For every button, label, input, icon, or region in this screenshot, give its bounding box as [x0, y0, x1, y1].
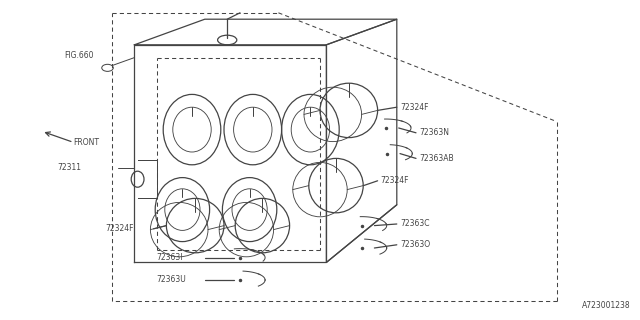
Text: FIG.660: FIG.660: [64, 52, 93, 60]
Text: 72363I: 72363I: [157, 253, 183, 262]
Text: 72363U: 72363U: [157, 276, 186, 284]
Text: 72324F: 72324F: [400, 103, 429, 112]
Text: 72363N: 72363N: [419, 128, 449, 137]
Text: FRONT: FRONT: [74, 138, 100, 147]
Text: A723001238: A723001238: [582, 301, 630, 310]
Text: 72363AB: 72363AB: [419, 154, 454, 163]
Text: 72324F: 72324F: [381, 176, 410, 185]
Text: 72363C: 72363C: [400, 220, 429, 228]
Text: 72324F: 72324F: [106, 224, 134, 233]
Text: 72311: 72311: [58, 164, 82, 172]
Text: 72363O: 72363O: [400, 240, 430, 249]
